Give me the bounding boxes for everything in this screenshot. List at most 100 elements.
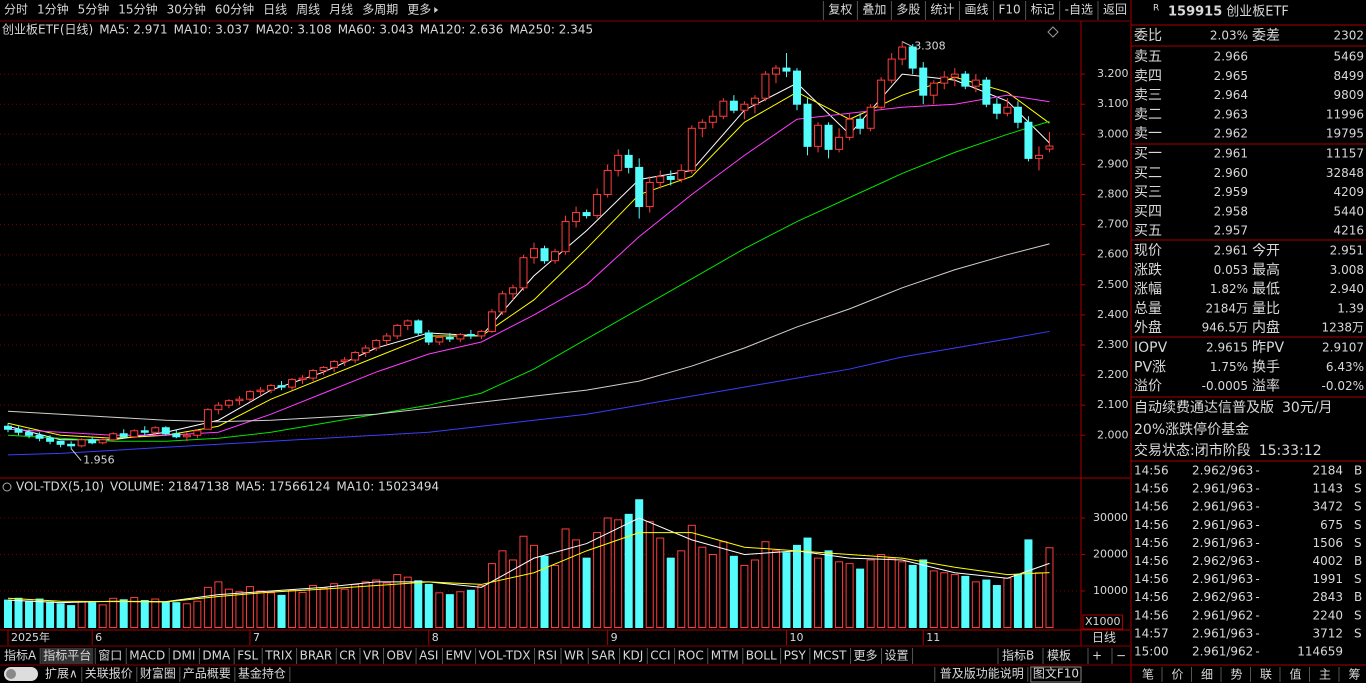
trade-price: 2.961 [1192,500,1226,514]
indicator-tab[interactable]: VOL-TDX [479,649,531,663]
link-tab[interactable]: 图文F10 [1033,666,1079,681]
book-label: 卖二 [1134,107,1162,123]
period-tab[interactable]: 分时 [4,3,28,17]
volume-bar [603,517,612,628]
indicator-tab[interactable]: KDJ [623,649,644,663]
toolbar-button[interactable]: F10 [998,3,1020,17]
period-tab[interactable]: 15分钟 [118,2,157,17]
indicator-tab[interactable]: MTM [711,649,739,663]
indicator-tab[interactable]: 窗口 [98,649,122,663]
candle-body [403,320,412,326]
toolbar-button[interactable]: 统计 [930,3,954,17]
tab-button[interactable]: 模板 [1047,649,1071,663]
period-tab[interactable]: 5分钟 [78,2,110,17]
candle-body [698,121,707,129]
toolbar-button[interactable]: 叠加 [862,3,886,17]
indicator-tab[interactable]: 设置 [885,649,909,663]
volume-bar [203,586,212,629]
indicator-tab[interactable]: PSY [784,649,807,663]
period-tab[interactable]: 周线 [296,3,320,17]
candle-body [677,169,686,180]
volume-bar [98,604,107,628]
volume-bar [214,581,223,629]
indicator-tab[interactable]: MACD [129,649,165,663]
stat-label: 涨幅 [1134,282,1162,298]
panel-tab[interactable]: 细 [1201,668,1213,682]
active-tab [41,648,94,664]
stat-value: 1238万 [1321,321,1364,335]
period-tab[interactable]: 30分钟 [167,2,206,17]
tab-button[interactable]: 指标B [1002,648,1034,663]
period-tab[interactable]: 60分钟 [215,2,254,17]
indicator-tab[interactable]: SAR [591,649,615,663]
quote-label: 委差 [1252,28,1280,44]
link-tab[interactable]: 财富圈 [140,666,176,681]
candle-body [908,46,917,69]
volume-bar [309,585,318,629]
panel-tab[interactable]: 主 [1319,668,1331,682]
ma-line [7,94,1050,436]
candle-body [435,336,444,343]
panel-tab[interactable]: 值 [1290,667,1302,682]
indicator-tab[interactable]: DMI [172,649,195,663]
book-label: 卖三 [1134,88,1162,104]
toolbar-button[interactable]: 返回 [1103,3,1127,17]
indicator-tab[interactable]: DMA [202,649,231,663]
panel-tab[interactable]: 价 [1172,668,1184,682]
indicator-tab[interactable]: VR [363,649,380,663]
indicator-tab[interactable]: OBV [387,649,413,663]
period-tab[interactable]: 多周期 [362,3,398,17]
indicator-tab[interactable]: WR [564,649,584,663]
link-tab[interactable]: 普及版功能说明 [940,666,1024,681]
toolbar-button[interactable]: 复权 [828,3,852,17]
indicator-tab[interactable]: 指标A [4,648,37,663]
period-tab[interactable]: 日线 [263,3,287,17]
indicator-tab[interactable]: CR [339,649,356,663]
book-label: 买三 [1134,185,1162,201]
period-tab[interactable]: 月线 [329,3,353,17]
indicator-tab[interactable]: MCST [813,649,847,663]
pane-icon[interactable] [2,482,12,492]
toolbar-button[interactable]: 多股 [896,3,920,17]
indicator-tab[interactable]: 指标平台 [43,648,91,663]
indicator-tab[interactable]: ROC [678,649,704,663]
candle-body [487,311,496,332]
indicator-tab[interactable]: CCI [650,649,670,663]
panel-tab[interactable]: 筹 [1349,668,1361,682]
panel-tab[interactable]: 联 [1260,668,1272,682]
toolbar-button[interactable]: -自选 [1065,3,1093,17]
indicator-tab[interactable]: 更多 [854,649,878,663]
indicator-tab[interactable]: BOLL [746,649,777,663]
period-tab[interactable]: 更多 [407,3,431,17]
link-tab[interactable]: 扩展∧ [45,667,78,681]
indicator-tab[interactable]: RSI [538,649,558,663]
tab-button[interactable]: − [1116,649,1126,663]
volume-bar [14,597,23,628]
link-tab[interactable]: 基金持仓 [238,666,286,681]
panel-tab[interactable]: 笔 [1142,667,1154,682]
notice[interactable]: 30元/月 [1282,400,1333,416]
stat-label: 溢率 [1252,378,1280,395]
notice[interactable]: 自动续费通达信普及版 [1134,399,1274,416]
period-label[interactable]: 日线 [1092,631,1116,645]
volume-bar [456,591,465,628]
toolbar-button[interactable]: 画线 [964,3,988,17]
indicator-tab[interactable]: BRAR [300,649,333,663]
stat-value: 3.008 [1330,263,1364,277]
link-tab[interactable]: 产品概要 [183,667,231,681]
toolbar-button[interactable]: 标记 [1031,3,1055,17]
indicator-tab[interactable]: FSL [237,649,258,663]
tab-button[interactable]: + [1092,649,1102,663]
indicator-tab[interactable]: EMV [445,649,472,663]
indicator-tab[interactable]: TRIX [264,649,292,663]
book-volume: 5440 [1333,204,1364,218]
period-tab[interactable]: 1分钟 [37,2,69,17]
link-tab[interactable]: 关联报价 [85,666,133,681]
indicator-tab[interactable]: ASI [419,649,438,663]
ma-line [7,517,1050,604]
trade-time: 14:57 [1134,626,1169,640]
panel-tab[interactable]: 势 [1231,668,1243,682]
diamond-icon[interactable] [1047,26,1059,38]
stat-value: 0.053 [1214,263,1248,277]
volume-bar [161,601,170,628]
